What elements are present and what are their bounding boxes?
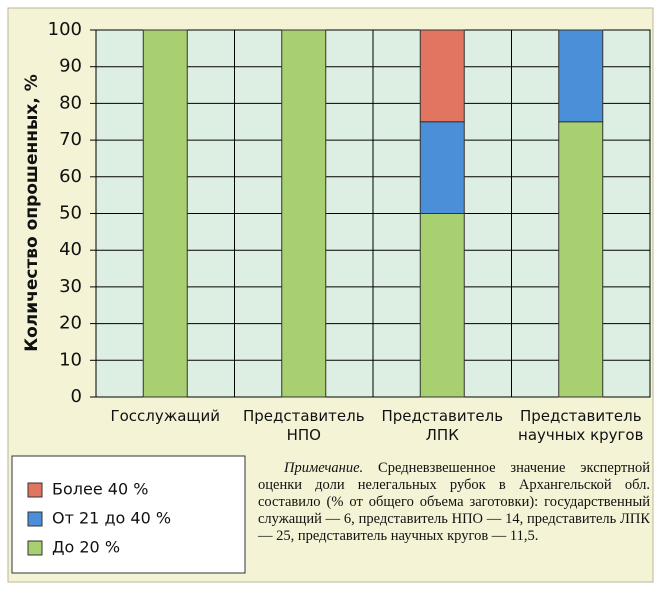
y-tick-label: 0 [71, 386, 82, 407]
x-tick-label: Представитель НПО [242, 407, 365, 444]
y-tick-label: 40 [59, 239, 82, 260]
y-tick-label: 60 [59, 166, 82, 187]
legend-swatch [27, 540, 43, 556]
bar-segment [142, 29, 188, 398]
note-label: Примечание. [284, 460, 364, 476]
y-tick-label: 100 [48, 19, 82, 40]
bar-segment [419, 121, 465, 214]
y-tick-label: 20 [59, 313, 82, 334]
bar-segment [558, 121, 604, 398]
legend-label: До 20 % [52, 538, 120, 557]
y-tick-label: 30 [59, 276, 82, 297]
legend-label: От 21 до 40 % [52, 509, 171, 528]
y-axis-label: Количество опрошенных, % [22, 74, 42, 352]
note-text: Средневзвешенное значение экспертной оце… [258, 460, 650, 544]
y-tick-label: 50 [59, 203, 82, 224]
x-tick-label: Представитель ЛПК [381, 407, 504, 444]
bar-segment [419, 29, 465, 123]
y-tick-label: 80 [59, 92, 82, 113]
note: Примечание. Средневзвешенное значение эк… [258, 460, 650, 545]
x-tick-label: Представитель научных кругов [518, 407, 644, 444]
y-tick-label: 70 [59, 129, 82, 150]
legend-swatch [27, 482, 43, 498]
legend-box [11, 455, 246, 574]
legend-swatch [27, 511, 43, 527]
bar-segment [281, 29, 327, 398]
y-tick-label: 10 [59, 349, 82, 370]
bar-segment [419, 213, 465, 398]
legend-label: Более 40 % [52, 480, 148, 499]
bar-segment [558, 29, 604, 123]
plot-border [95, 29, 651, 398]
y-tick-label: 90 [59, 56, 82, 77]
x-tick-label: Госслужащий [110, 407, 221, 425]
